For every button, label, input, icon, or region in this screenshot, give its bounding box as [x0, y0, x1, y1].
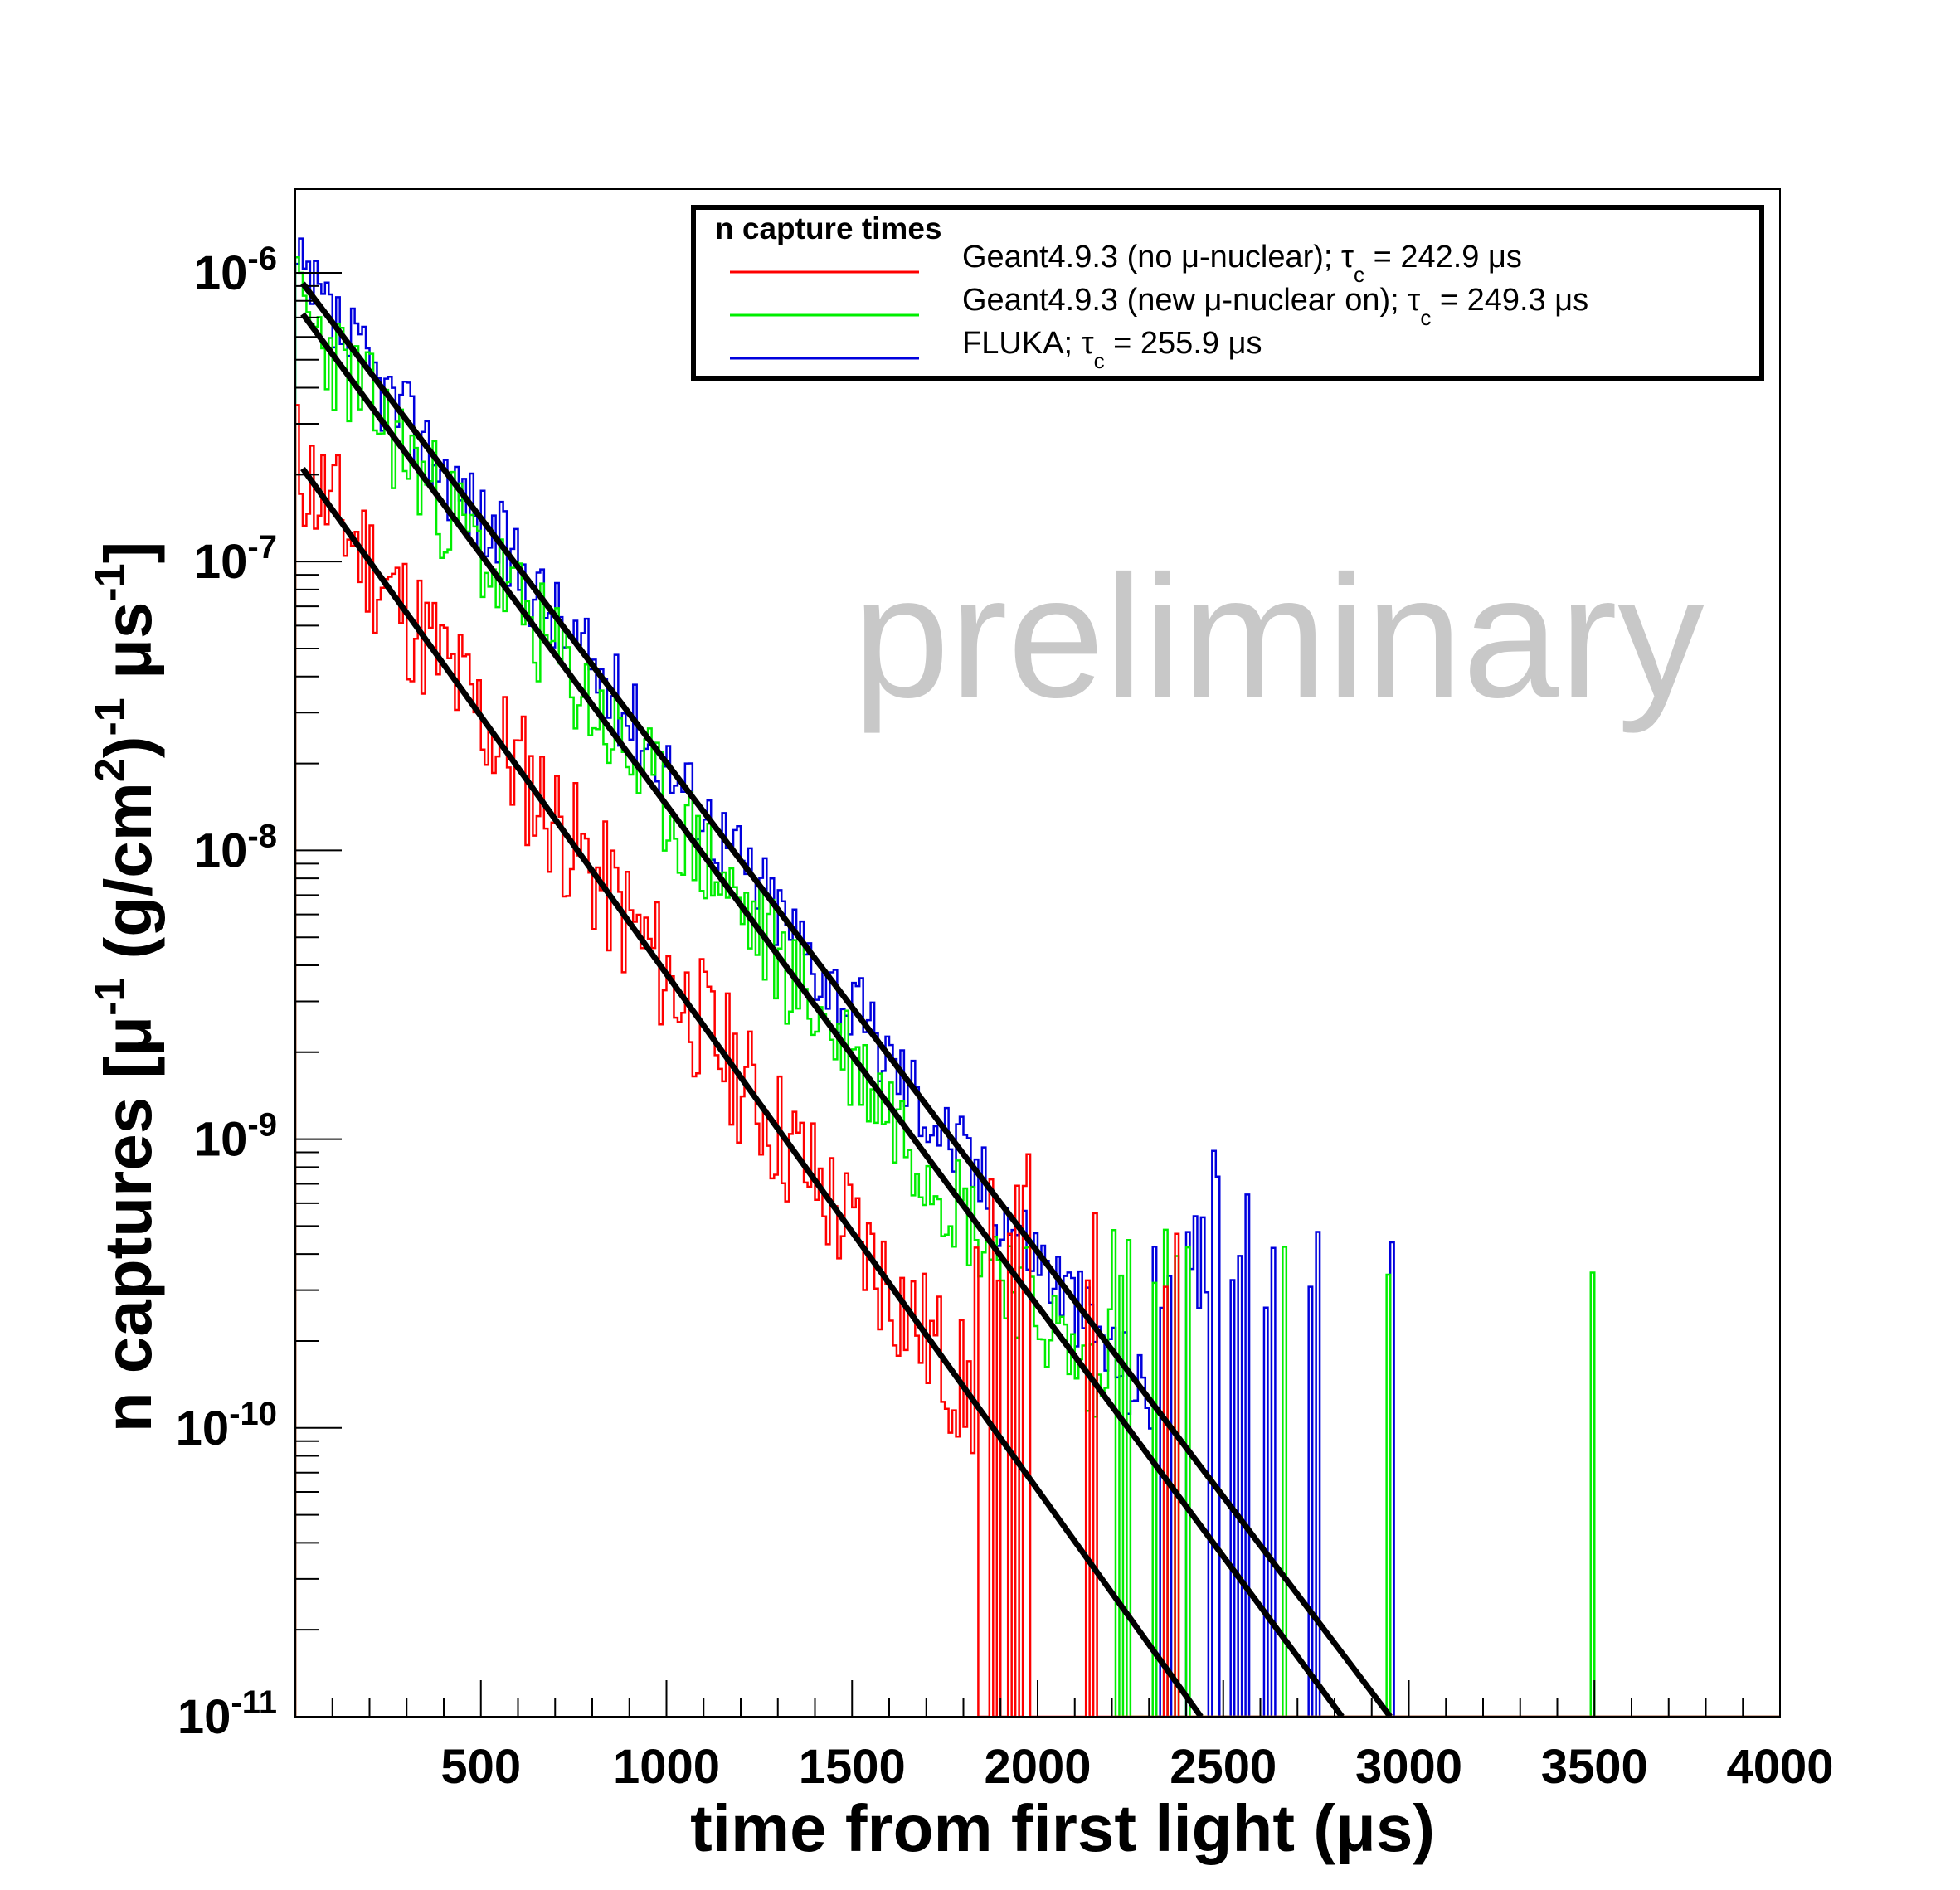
y-tick-label: 10-9	[194, 1107, 277, 1167]
legend: n capture times Geant4.9.3 (no μ-nuclear…	[691, 205, 1764, 381]
fit-lines	[300, 281, 1393, 1719]
histogram-series	[294, 237, 1780, 1718]
fit-line	[300, 466, 1204, 1719]
y-tick-label: 10-6	[194, 241, 277, 300]
x-tick-label: 3500	[1541, 1740, 1648, 1794]
fit-line	[300, 312, 1345, 1719]
histogram-series	[294, 256, 1780, 1718]
x-tick-label: 1000	[613, 1740, 720, 1794]
x-tick-label: 4000	[1726, 1740, 1833, 1794]
x-tick-label: 1500	[799, 1740, 906, 1794]
y-axis-title: n captures [μ-1 (g/cm2)-1 μs-1]	[86, 542, 165, 1433]
legend-box	[691, 205, 1764, 381]
fit-line	[300, 281, 1393, 1719]
y-tick-label: 10-7	[194, 529, 277, 589]
watermark: preliminary	[853, 539, 1705, 734]
legend-header: n capture times	[715, 211, 941, 245]
y-axis: 10-11 10-10 10-9 10-8 10-7 10-6	[176, 241, 342, 1744]
y-tick-label: 10-11	[178, 1684, 277, 1744]
legend-entry-label: FLUKA; τc = 255.9 μs	[962, 326, 1262, 373]
x-axis: 500 1000 1500 2000 2500 3000 3500 4000	[331, 1680, 1834, 1794]
legend-entry-label: Geant4.9.3 (no μ-nuclear); τc = 242.9 μs	[962, 240, 1522, 287]
y-tick-label: 10-10	[176, 1396, 277, 1455]
x-tick-label: 500	[440, 1740, 521, 1794]
legend-entry-label: Geant4.9.3 (new μ-nuclear on); τc = 249.…	[962, 283, 1588, 330]
x-tick-label: 2000	[984, 1740, 1091, 1794]
histograms	[294, 237, 1780, 1718]
x-tick-label: 3000	[1355, 1740, 1462, 1794]
y-tick-label: 10-8	[194, 818, 277, 877]
x-axis-title: time from first light (μs)	[690, 1791, 1435, 1865]
x-tick-label: 2500	[1170, 1740, 1277, 1794]
